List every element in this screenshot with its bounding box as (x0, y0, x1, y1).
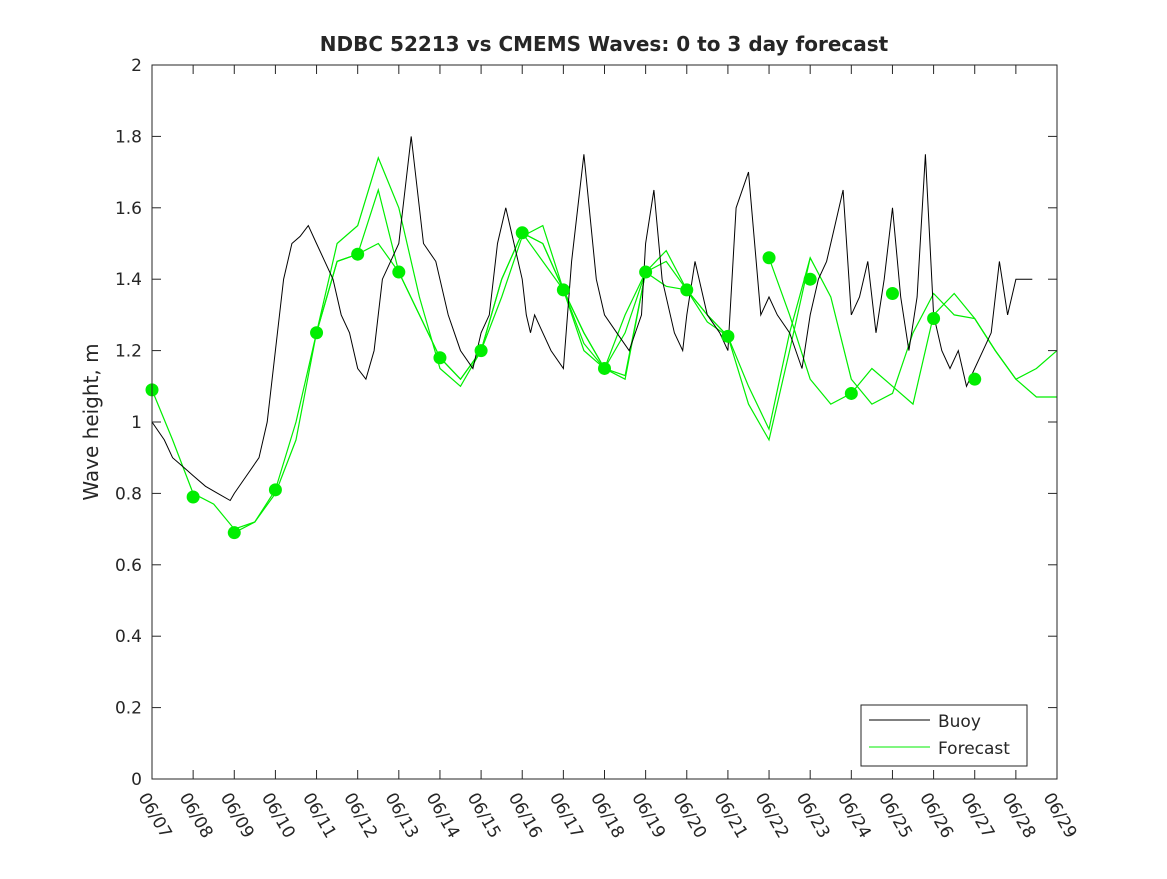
legend-box (860, 704, 1028, 767)
forecast-marker (310, 326, 324, 340)
forecast-marker (721, 329, 735, 343)
x-tick-label: 06/16 (504, 790, 546, 842)
forecast-marker (268, 483, 282, 497)
x-tick-label: 06/17 (545, 790, 587, 842)
y-tick-label: 1 (131, 413, 142, 433)
legend-forecast-label: Forecast (938, 739, 1010, 759)
x-tick-label: 06/29 (1039, 790, 1081, 842)
x-tick-label: 06/28 (998, 790, 1040, 842)
forecast-marker (639, 265, 653, 279)
forecast-line (768, 257, 1057, 406)
x-tick-label: 06/15 (463, 790, 505, 842)
y-axis: 0 0.2 0.4 0.6 0.8 1 1.2 1.4 1.6 1.8 2 (115, 56, 1057, 790)
forecast-marker (186, 490, 200, 504)
forecast-marker (844, 386, 858, 400)
x-tick-label: 06/08 (175, 790, 217, 842)
y-tick-label: 1.2 (115, 342, 142, 362)
forecast-marker (762, 251, 776, 265)
forecast-marker (885, 286, 899, 300)
forecast-marker (392, 265, 406, 279)
x-tick-label: 06/07 (134, 790, 176, 842)
forecast-marker (556, 283, 570, 297)
x-tick-label: 06/27 (956, 790, 998, 842)
legend-buoy-label: Buoy (938, 712, 981, 732)
x-tick-label: 06/20 (668, 790, 710, 842)
forecast-marker (433, 351, 447, 365)
y-tick-label: 1.6 (115, 199, 142, 219)
y-tick-label: 0.8 (115, 484, 142, 504)
forecast-marker (515, 226, 529, 240)
x-tick-label: 06/12 (339, 790, 381, 842)
forecast-marker (351, 247, 365, 261)
x-tick-label: 06/25 (874, 790, 916, 842)
x-tick-label: 06/23 (792, 790, 834, 842)
x-tick-label: 06/26 (915, 790, 957, 842)
x-tick-label: 06/24 (833, 790, 875, 842)
y-tick-label: 1.4 (115, 270, 142, 290)
y-axis-label: Wave height, m (79, 343, 103, 500)
y-tick-label: 0.2 (115, 699, 142, 719)
x-tick-label: 06/19 (627, 790, 669, 842)
forecast-marker (227, 526, 241, 540)
x-tick-label: 06/13 (380, 790, 422, 842)
x-tick-label: 06/10 (257, 790, 299, 842)
x-tick-label: 06/14 (422, 790, 464, 842)
x-tick-label: 06/11 (298, 790, 340, 842)
forecast-marker (680, 283, 694, 297)
legend: Buoy Forecast (860, 704, 1028, 767)
forecast-marker (968, 372, 982, 386)
chart-title: NDBC 52213 vs CMEMS Waves: 0 to 3 day fo… (320, 32, 889, 56)
y-tick-label: 0 (131, 770, 142, 790)
forecast-marker (474, 344, 488, 358)
y-tick-label: 1.8 (115, 127, 142, 147)
x-tick-label: 06/09 (216, 790, 258, 842)
forecast-marker (927, 311, 941, 325)
forecast-marker (803, 272, 817, 286)
x-tick-label: 06/22 (751, 790, 793, 842)
y-tick-label: 0.4 (115, 627, 142, 647)
forecast-marker (598, 361, 611, 375)
x-tick-label: 06/21 (710, 790, 752, 842)
y-tick-label: 2 (131, 56, 142, 76)
plot-area (152, 65, 1057, 779)
buoy-line (151, 136, 1033, 502)
forecast-markers (145, 226, 982, 540)
y-tick-label: 0.6 (115, 556, 142, 576)
x-tick-label: 06/18 (586, 790, 628, 842)
